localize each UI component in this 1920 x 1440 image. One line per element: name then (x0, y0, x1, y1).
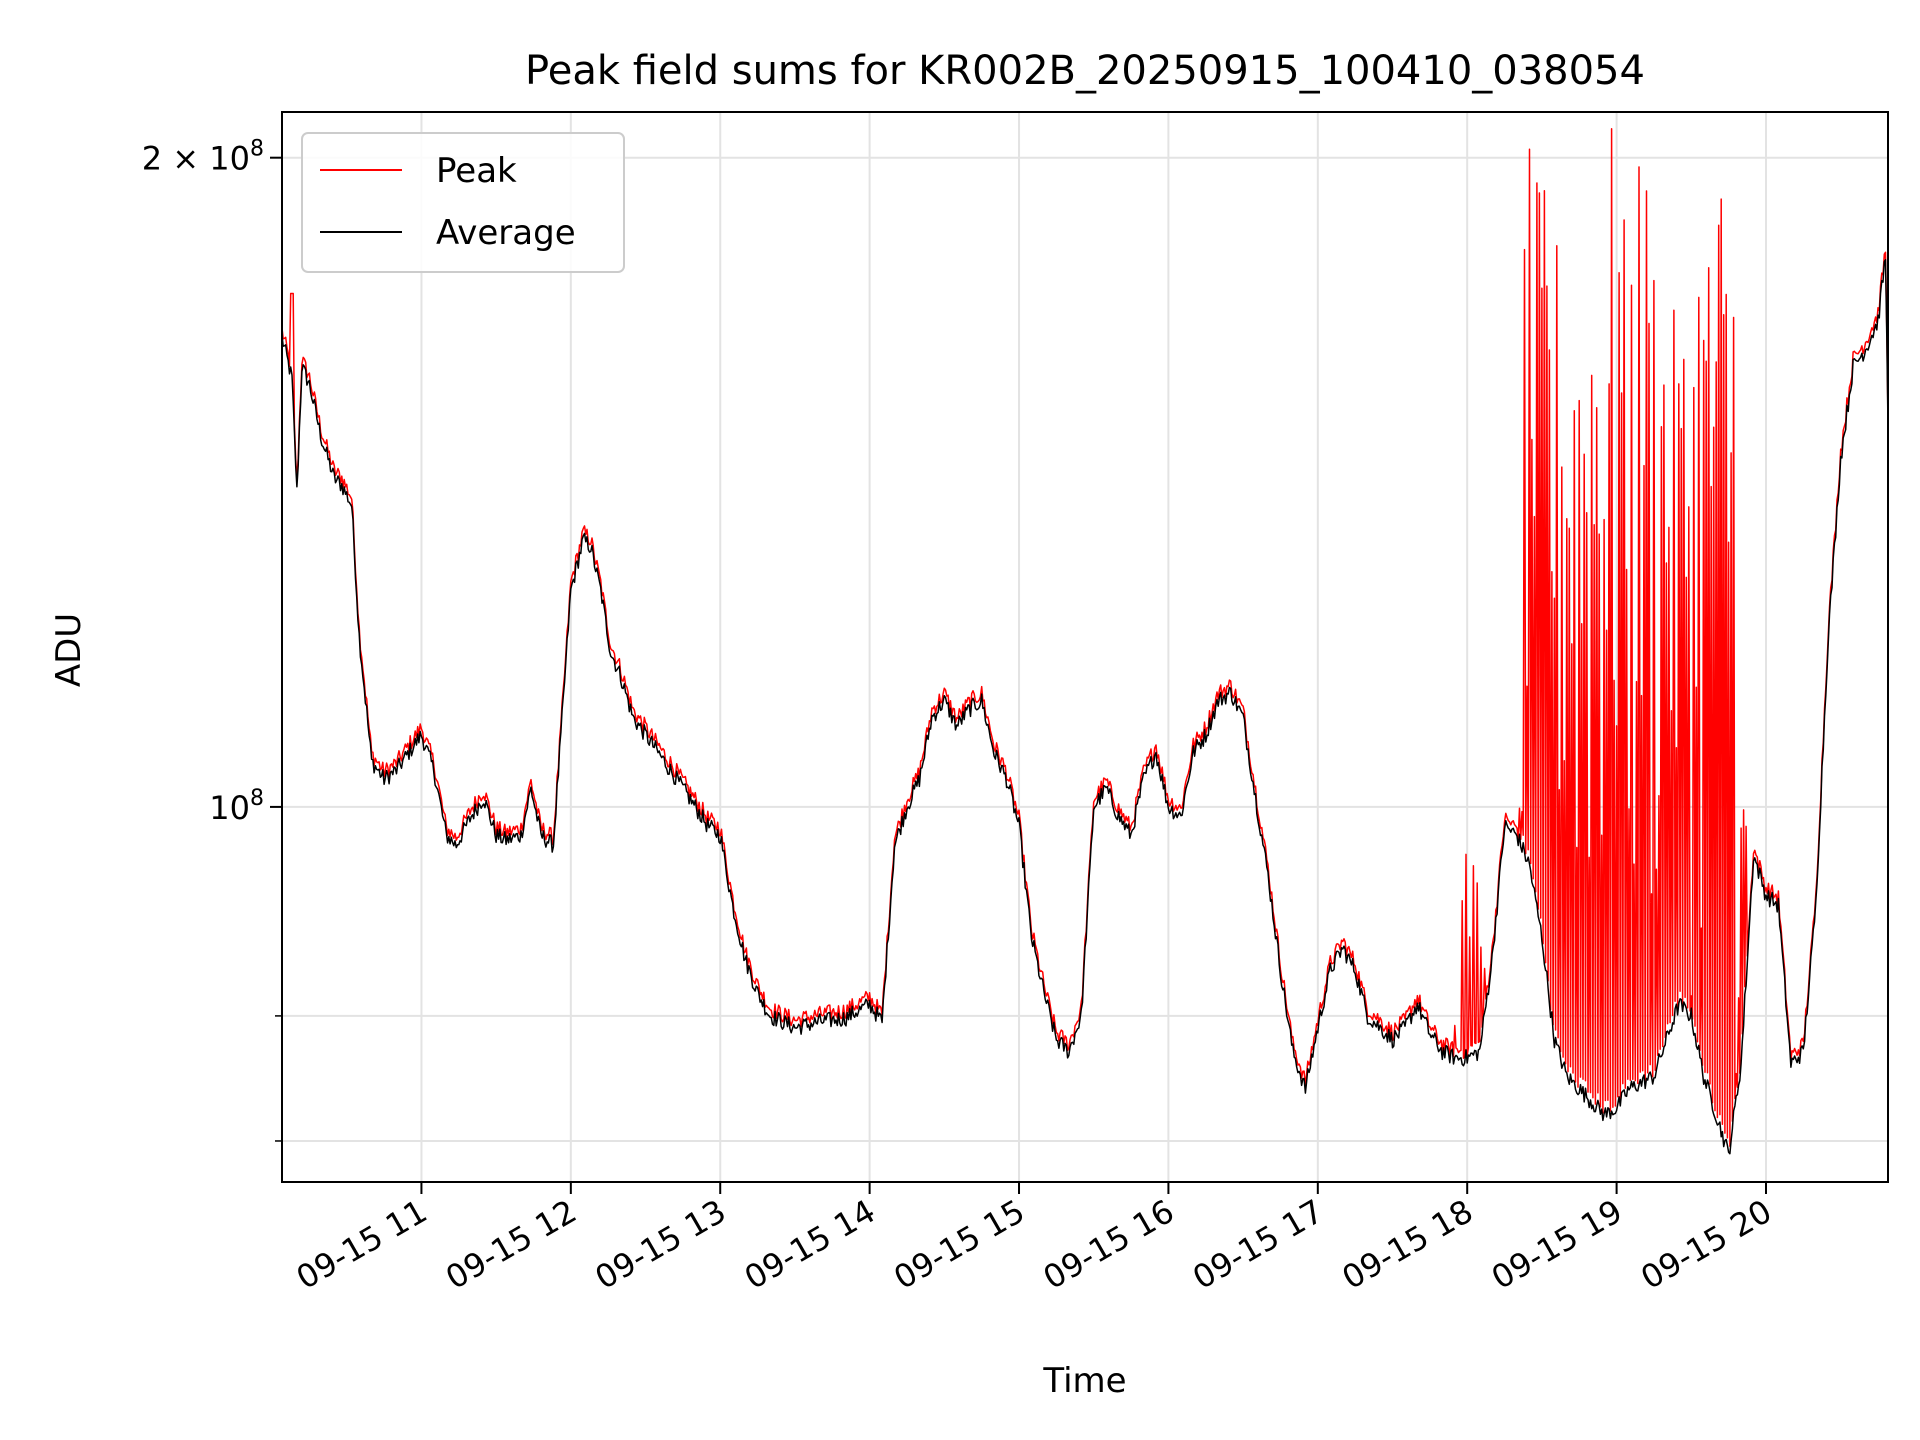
y-tick-label: 108 (209, 786, 264, 827)
chart-title: Peak field sums for KR002B_20250915_1004… (525, 48, 1645, 94)
legend-box (301, 132, 625, 273)
y-tick-label: 2 × 108 (142, 137, 264, 178)
legend-label-peak: Peak (436, 151, 517, 191)
y-axis: 108 2 × 108 (142, 137, 282, 1142)
x-axis-label: Time (1042, 1361, 1126, 1401)
plot-frame (281, 111, 1889, 1183)
y-axis-label: ADU (49, 613, 89, 687)
legend: Peak Average (301, 132, 625, 273)
legend-label-average: Average (436, 213, 576, 253)
series-layer (281, 128, 1889, 1155)
series-line-average (281, 259, 1889, 1155)
